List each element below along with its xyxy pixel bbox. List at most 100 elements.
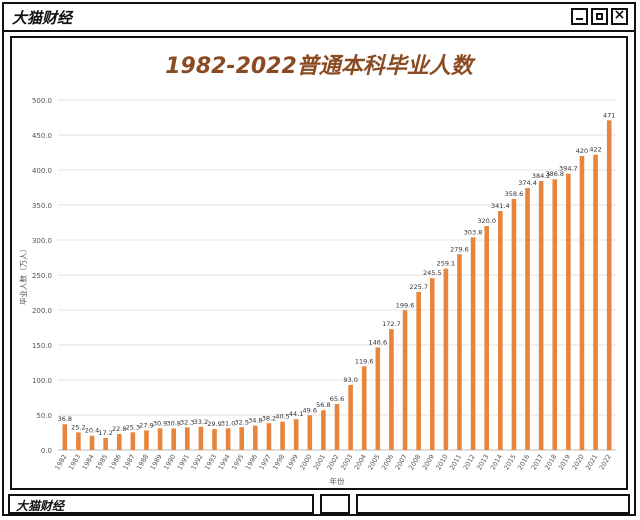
data-label: 32.5 [234, 418, 248, 426]
data-label: 25.3 [126, 423, 140, 431]
data-label: 27.9 [139, 421, 153, 429]
bar [361, 366, 367, 450]
x-axis-title: 年份 [330, 476, 345, 486]
y-tick-label: 400.0 [32, 167, 52, 175]
data-label: 93.0 [343, 376, 357, 384]
bar [511, 198, 517, 450]
close-button[interactable]: × [611, 7, 628, 25]
y-tick-label: 200.0 [32, 307, 52, 315]
data-label: 341.4 [491, 202, 510, 210]
y-tick-label: 450.0 [32, 132, 52, 140]
data-label: 471 [603, 111, 615, 119]
bar [334, 404, 340, 450]
x-tick-label: 2002 [326, 453, 341, 471]
status-bar-right [356, 494, 630, 514]
x-tick-label: 2020 [571, 453, 586, 471]
x-tick-label: 1987 [121, 453, 136, 471]
minimize-button[interactable] [571, 8, 588, 25]
bar [62, 424, 68, 450]
data-label: 394.7 [559, 165, 578, 173]
data-label: 17.2 [98, 429, 112, 437]
window-frame: 大猫财经 × 1982-2022普通本科毕业人数 0.0 50.0 100.0 150… [2, 2, 636, 516]
x-tick-label: 2003 [339, 453, 354, 471]
y-tick-label: 0.0 [41, 447, 52, 455]
maximize-button[interactable] [591, 8, 608, 25]
y-tick-label: 50.0 [36, 412, 52, 420]
data-label: 420 [576, 147, 588, 155]
x-tick-label: 1988 [135, 453, 150, 471]
x-tick-label: 2016 [516, 453, 531, 471]
bar [348, 384, 353, 450]
bar-chart: 0.0 50.0 100.0 150.0 200.0 250.0 300.0 350.0 400… [18, 97, 616, 486]
x-tick-label: 2010 [434, 453, 449, 471]
data-label: 40.5 [275, 413, 289, 421]
y-tick-label: 350.0 [32, 202, 52, 210]
x-tick-label: 2018 [543, 453, 558, 471]
data-label: 303.8 [464, 228, 483, 236]
minimize-icon [576, 18, 583, 20]
x-tick-label: 1984 [81, 453, 96, 471]
x-tick-label: 1992 [189, 453, 204, 471]
x-tick-label: 1983 [67, 453, 82, 471]
chart-title: 1982-2022普通本科毕业人数 [165, 54, 473, 79]
data-label: 259.1 [437, 260, 456, 268]
data-label: 44.1 [289, 410, 303, 418]
x-tick-label: 2011 [448, 453, 463, 471]
bar [253, 425, 258, 450]
data-label: 225.7 [409, 283, 428, 291]
bar [484, 226, 490, 450]
y-tick-label: 150.0 [32, 342, 52, 350]
bar [321, 410, 326, 450]
y-axis-title: 毕业人数（万人） [18, 245, 28, 305]
x-tick-label: 1999 [285, 453, 300, 471]
chart-panel: 1982-2022普通本科毕业人数 0.0 50.0 100.0 150.0 200.0… [10, 36, 628, 490]
x-tick-label: 2006 [380, 453, 395, 471]
x-tick-label: 1995 [230, 453, 245, 471]
data-label: 172.7 [382, 320, 401, 328]
data-label: 279.6 [450, 245, 469, 253]
y-tick-label: 300.0 [32, 237, 52, 245]
bar [116, 434, 122, 450]
status-bar-left: 大猫财经 [8, 494, 314, 514]
bar [239, 427, 245, 450]
data-label: 56.8 [316, 401, 330, 409]
bar [498, 211, 503, 450]
bar [606, 120, 612, 451]
data-label: 30.9 [153, 419, 167, 427]
data-label: 384.2 [532, 172, 551, 180]
x-tick-label: 2008 [407, 453, 422, 471]
x-tick-label: 2012 [462, 453, 477, 471]
bar [593, 154, 598, 450]
window-controls: × [571, 7, 628, 25]
bar [525, 187, 530, 451]
data-label: 374.4 [518, 179, 537, 187]
x-tick-label: 1997 [257, 453, 272, 471]
x-tick-label: 2014 [489, 453, 504, 471]
bar [157, 428, 163, 450]
x-tick-label: 1994 [217, 453, 232, 471]
maximize-icon [596, 13, 603, 20]
status-bar-mid [320, 494, 350, 514]
status-bar: 大猫财经 [4, 494, 634, 514]
x-tick-label: 2000 [298, 453, 313, 471]
bar [457, 254, 462, 450]
bar [566, 173, 571, 450]
x-tick-label: 2004 [353, 453, 368, 471]
data-label: 34.8 [248, 417, 262, 425]
data-label: 65.6 [330, 395, 344, 403]
bar [293, 419, 299, 450]
bar [375, 347, 381, 450]
x-tick-label: 2001 [312, 453, 327, 471]
x-tick-label: 1982 [53, 453, 68, 471]
x-tick-label: 1998 [271, 453, 286, 471]
bar [171, 428, 176, 450]
bar [389, 329, 394, 450]
close-icon: × [613, 7, 626, 23]
bar [579, 156, 585, 450]
bar [552, 179, 558, 451]
x-tick-label: 2019 [557, 453, 572, 471]
data-label: 49.6 [303, 406, 317, 414]
bar [470, 237, 476, 450]
data-label: 245.5 [423, 269, 442, 277]
data-label: 25.2 [71, 423, 85, 431]
